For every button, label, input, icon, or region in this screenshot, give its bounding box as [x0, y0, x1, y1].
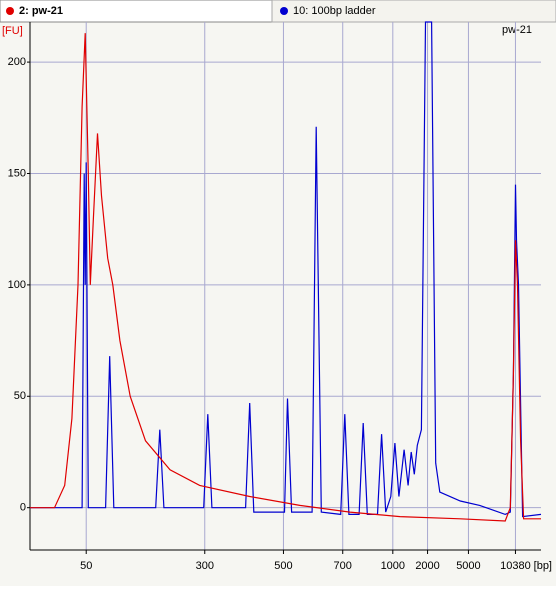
- legend-label: 10: 100bp ladder: [293, 5, 376, 17]
- legend-dot: [6, 7, 14, 15]
- x-tick-label: 10380: [500, 560, 531, 572]
- y-tick-label: 50: [14, 390, 26, 402]
- tab[interactable]: [271, 0, 556, 23]
- x-tick-label: 2000: [415, 560, 439, 572]
- x-tick-label: 700: [334, 560, 352, 572]
- x-axis-label: [bp]: [534, 560, 552, 572]
- y-tick-label: 150: [8, 167, 26, 179]
- annotation: pw-21: [502, 24, 532, 36]
- y-axis-label: [FU]: [2, 25, 23, 37]
- x-tick-label: 300: [196, 560, 214, 572]
- y-tick-label: 0: [20, 502, 26, 514]
- legend-dot: [280, 7, 288, 15]
- x-tick-label: 1000: [381, 560, 405, 572]
- line-series: [30, 21, 542, 518]
- x-tick-label: 5000: [456, 560, 480, 572]
- line-series: [30, 33, 541, 522]
- y-tick-label: 200: [8, 56, 26, 68]
- x-tick-label: 500: [274, 560, 292, 572]
- legend-label: 2: pw-21: [19, 5, 63, 17]
- y-tick-label: 100: [8, 279, 26, 291]
- x-tick-label: 50: [80, 560, 92, 572]
